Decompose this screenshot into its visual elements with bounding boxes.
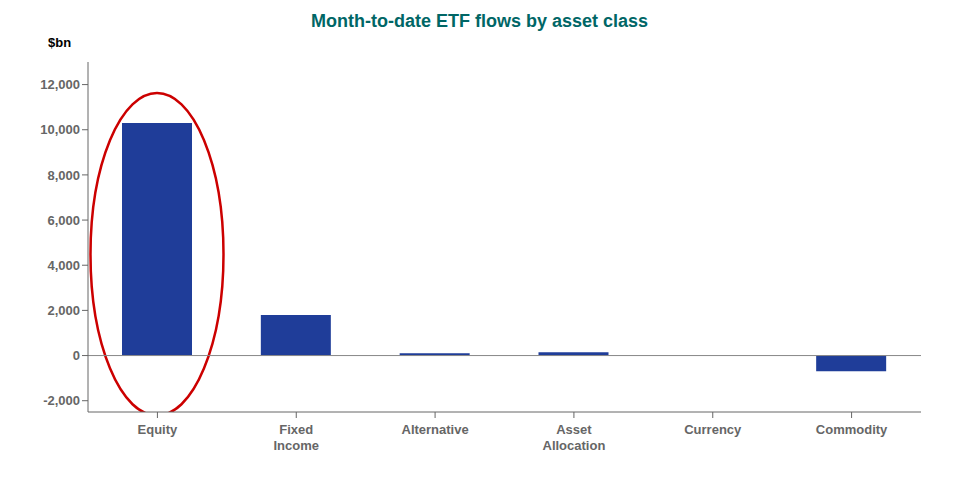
svg-text:12,000: 12,000	[40, 77, 80, 92]
svg-text:0: 0	[73, 348, 80, 363]
html-text:$bn: $bn	[48, 35, 72, 50]
svg-text:FixedIncome: FixedIncome	[273, 422, 319, 453]
svg-text:Equity: Equity	[138, 422, 178, 437]
svg-text:4,000: 4,000	[47, 258, 80, 273]
svg-text:Commodity: Commodity	[816, 422, 888, 437]
svg-text:AssetAllocation: AssetAllocation	[542, 422, 605, 453]
svg-text:Currency: Currency	[684, 422, 742, 437]
svg-text:-2,000: -2,000	[43, 393, 80, 408]
svg-text:6,000: 6,000	[47, 213, 80, 228]
html-text:Month-to-date ETF flows by ass: Month-to-date ETF flows by asset class	[311, 11, 648, 31]
svg-text:2,000: 2,000	[47, 303, 80, 318]
svg-text:10,000: 10,000	[40, 122, 80, 137]
svg-text:8,000: 8,000	[47, 168, 80, 183]
svg-text:Alternative: Alternative	[401, 422, 468, 437]
